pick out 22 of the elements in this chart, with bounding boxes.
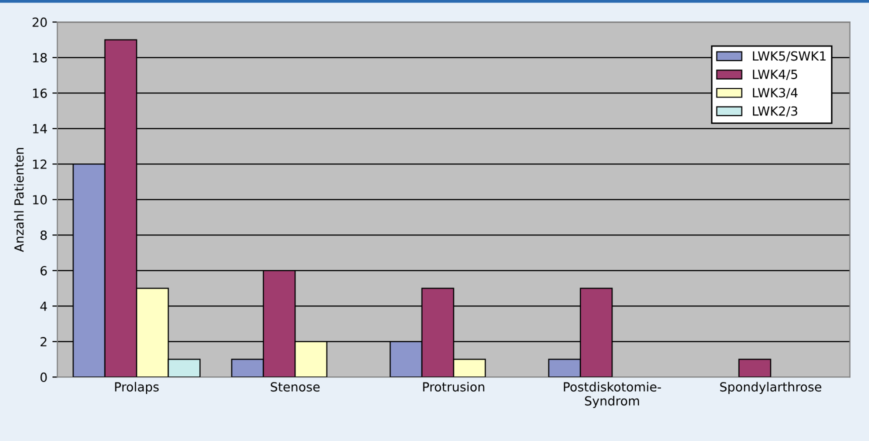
x-tick-label: Postdiskotomie- Syndrom bbox=[564, 382, 661, 408]
legend-label: LWK3/4 bbox=[752, 88, 798, 98]
x-tick-label: Spondylarthrose bbox=[720, 382, 822, 394]
y-tick-label: 8 bbox=[40, 230, 47, 240]
y-tick-label: 12 bbox=[33, 160, 46, 169]
y-axis-title: Anzahl Patienten bbox=[14, 148, 24, 252]
y-tick-label: 10 bbox=[33, 195, 47, 204]
y-tick-label: 0 bbox=[40, 372, 47, 382]
y-tick-label: 6 bbox=[40, 266, 47, 276]
y-tick-label: 16 bbox=[33, 88, 47, 98]
legend-label: LWK4/5 bbox=[752, 70, 798, 80]
bar bbox=[738, 358, 772, 378]
y-tick-label: 18 bbox=[33, 53, 47, 62]
legend-label: LWK5/SWK1 bbox=[752, 51, 826, 62]
x-tick-label: Stenose bbox=[270, 382, 320, 392]
x-tick-label: Protrusion bbox=[423, 382, 484, 392]
y-tick-label: 4 bbox=[40, 302, 47, 311]
y-tick-label: 2 bbox=[40, 337, 46, 346]
x-tick-label: Prolaps bbox=[115, 382, 159, 394]
y-tick-label: 14 bbox=[33, 124, 47, 134]
legend-label: LWK2/3 bbox=[752, 106, 798, 117]
y-tick-label: 20 bbox=[32, 18, 47, 27]
